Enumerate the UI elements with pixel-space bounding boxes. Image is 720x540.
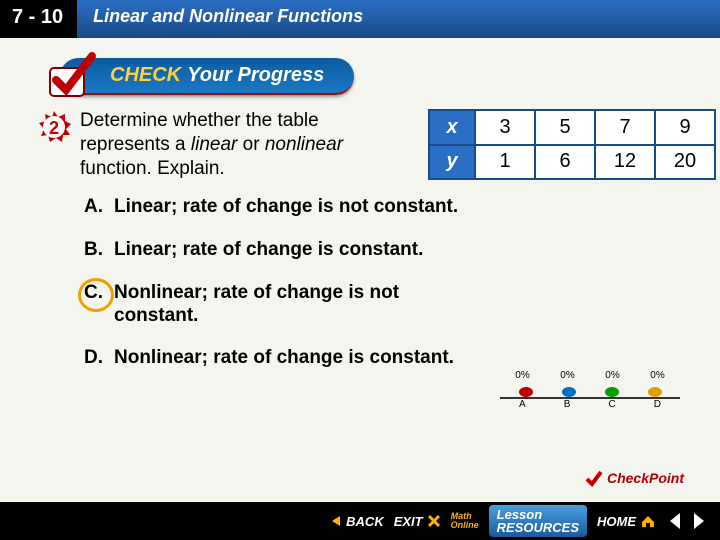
checkpoint-text: CheckPoint bbox=[607, 470, 684, 486]
svg-text:2: 2 bbox=[49, 118, 59, 138]
poll-percents: 0% 0% 0% 0% bbox=[500, 370, 680, 381]
table-cell: 7 bbox=[595, 110, 655, 145]
question-number-badge: 2 bbox=[36, 109, 72, 145]
option-letter: A. bbox=[84, 196, 114, 219]
table-y-label: y bbox=[429, 145, 475, 180]
poll-labels: A B C D bbox=[500, 399, 680, 410]
checkpoint-badge: CheckPoint bbox=[585, 470, 684, 488]
home-button[interactable]: HOME bbox=[597, 514, 656, 529]
poll-label: B bbox=[564, 399, 571, 410]
option-text: Nonlinear; rate of change is constant. bbox=[114, 347, 454, 370]
table-cell: 6 bbox=[535, 145, 595, 180]
option-d[interactable]: D. Nonlinear; rate of change is constant… bbox=[84, 347, 464, 370]
table-cell: 3 bbox=[475, 110, 535, 145]
exit-button[interactable]: EXIT bbox=[394, 514, 441, 529]
poll-pct: 0% bbox=[560, 370, 574, 381]
checkmark-icon bbox=[42, 48, 98, 104]
table-cell: 1 bbox=[475, 145, 535, 180]
prev-arrow-icon[interactable] bbox=[670, 513, 680, 529]
poll-pct: 0% bbox=[605, 370, 619, 381]
q-em-nonlinear: nonlinear bbox=[265, 134, 343, 155]
check-prefix: CHECK bbox=[110, 64, 181, 86]
poll-pct: 0% bbox=[650, 370, 664, 381]
check-label: Your Progress bbox=[187, 64, 324, 86]
poll-dot bbox=[605, 387, 619, 397]
option-text: Linear; rate of change is not constant. bbox=[114, 196, 458, 219]
exit-icon bbox=[427, 514, 441, 528]
data-table: x 3 5 7 9 y 1 6 12 20 bbox=[428, 109, 716, 180]
option-c[interactable]: C. Nonlinear; rate of change is not cons… bbox=[84, 282, 464, 328]
option-letter: C. bbox=[84, 282, 114, 328]
table-cell: 20 bbox=[655, 145, 715, 180]
question-text: Determine whether the table represents a… bbox=[80, 109, 410, 180]
table-x-label: x bbox=[429, 110, 475, 145]
home-label: HOME bbox=[597, 514, 636, 529]
option-letter: B. bbox=[84, 239, 114, 262]
poll-label: A bbox=[519, 399, 526, 410]
q-text-tail: function. Explain. bbox=[80, 158, 225, 179]
q-text-mid: or bbox=[237, 134, 264, 155]
poll-dot bbox=[562, 387, 576, 397]
options-list: A. Linear; rate of change is not constan… bbox=[84, 196, 464, 370]
bottom-nav: BACK EXIT MathOnline LessonRESOURCES HOM… bbox=[0, 502, 720, 540]
checkmark-icon bbox=[585, 470, 603, 488]
question-row: 2 Determine whether the table represents… bbox=[36, 109, 720, 180]
next-arrow-icon[interactable] bbox=[694, 513, 704, 529]
poll-pct: 0% bbox=[515, 370, 529, 381]
option-b[interactable]: B. Linear; rate of change is constant. bbox=[84, 239, 464, 262]
poll-dot bbox=[519, 387, 533, 397]
option-letter: D. bbox=[84, 347, 114, 370]
check-pill: CHECK Your Progress bbox=[60, 58, 354, 95]
res-label2: RESOURCES bbox=[497, 520, 579, 535]
back-button[interactable]: BACK bbox=[328, 514, 384, 529]
math-online-button[interactable]: MathOnline bbox=[451, 512, 479, 530]
check-progress-bar: CHECK Your Progress bbox=[60, 58, 720, 95]
poll-bars bbox=[500, 383, 680, 399]
lesson-title: Linear and Nonlinear Functions bbox=[77, 0, 720, 38]
exit-label: EXIT bbox=[394, 514, 423, 529]
poll-chart: 0% 0% 0% 0% A B C D bbox=[500, 370, 680, 410]
lesson-resources-button[interactable]: LessonRESOURCES bbox=[489, 505, 587, 537]
table-cell: 9 bbox=[655, 110, 715, 145]
option-a[interactable]: A. Linear; rate of change is not constan… bbox=[84, 196, 464, 219]
top-bar: 7 - 10 Linear and Nonlinear Functions bbox=[0, 0, 720, 38]
lesson-number: 7 - 10 bbox=[0, 0, 77, 38]
page-arrows[interactable] bbox=[666, 511, 708, 531]
option-text: Nonlinear; rate of change is not constan… bbox=[114, 282, 464, 328]
table-cell: 12 bbox=[595, 145, 655, 180]
poll-label: D bbox=[654, 399, 661, 410]
back-label: BACK bbox=[346, 514, 384, 529]
poll-dot bbox=[648, 387, 662, 397]
home-icon bbox=[640, 514, 656, 528]
back-icon bbox=[328, 514, 342, 528]
table-cell: 5 bbox=[535, 110, 595, 145]
poll-label: C bbox=[608, 399, 615, 410]
q-em-linear: linear bbox=[191, 134, 237, 155]
option-text: Linear; rate of change is constant. bbox=[114, 239, 423, 262]
